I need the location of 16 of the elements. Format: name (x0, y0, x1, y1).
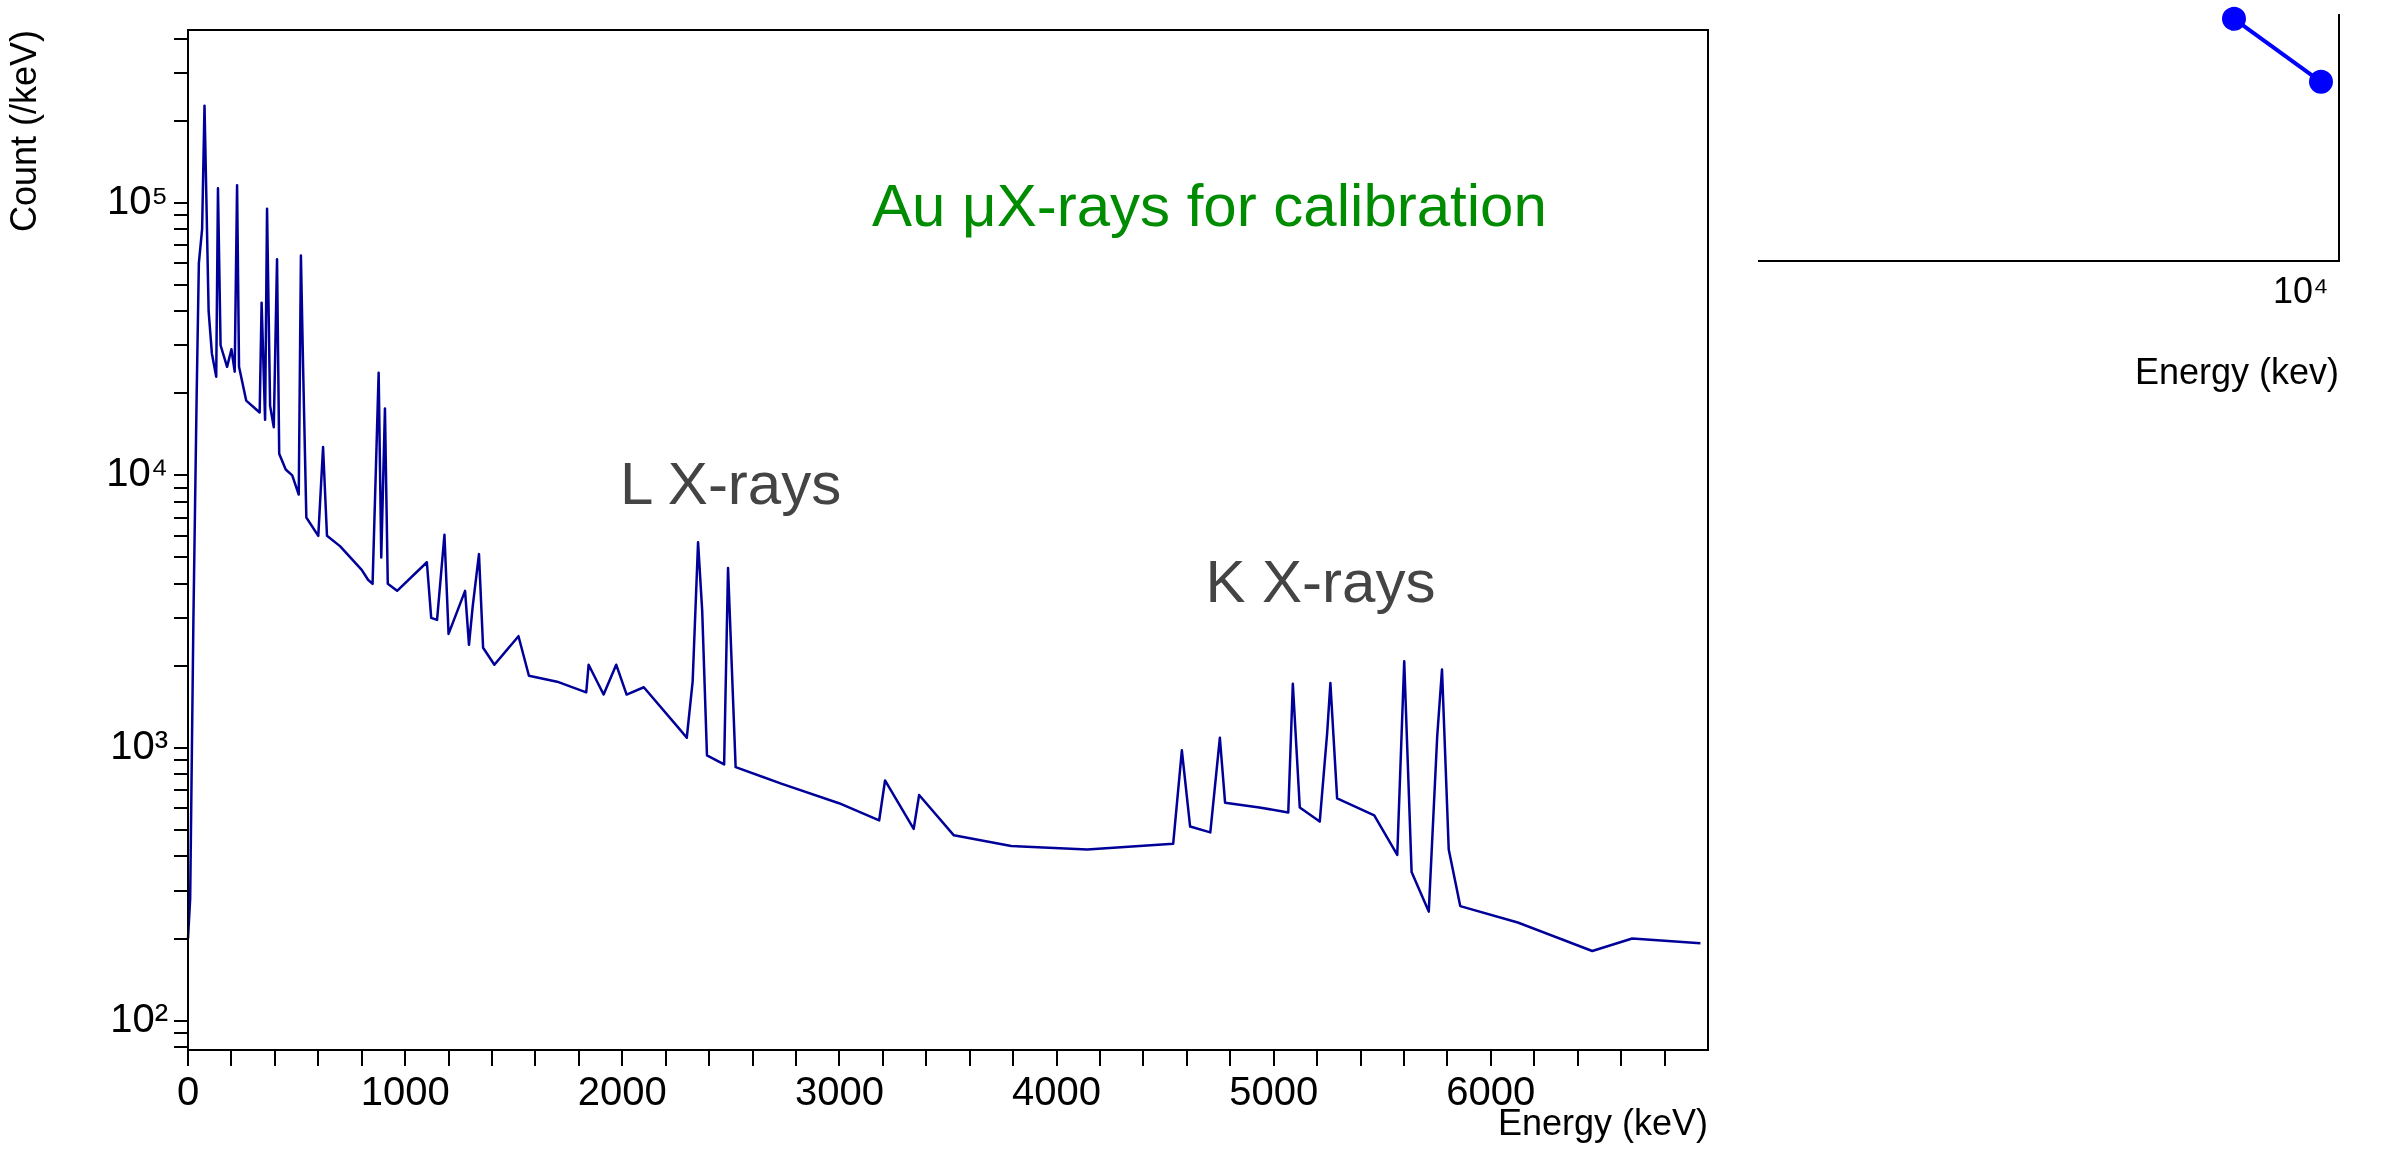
text: 10⁴ (2272, 270, 2329, 312)
y-tick-label: 10⁵ (106, 177, 168, 222)
x-tick-label: 1000 (360, 1069, 450, 1114)
x-tick-label: 2000 (577, 1069, 667, 1114)
y-tick-label: 10² (110, 995, 168, 1040)
annotation: L X-rays (620, 449, 842, 517)
x-tick-label: 0 (176, 1069, 200, 1114)
x-tick-label: 5000 (1229, 1069, 1319, 1114)
y-tick-label: 10³ (110, 722, 168, 767)
annotation: K X-rays (1205, 548, 1436, 616)
annotation: Au μX-rays for calibration (872, 172, 1547, 240)
x-axis-title: Energy (kev) (2134, 351, 2339, 393)
y-axis-title: Count (/keV) (2, 30, 44, 233)
y-tick-label: 10⁴ (106, 450, 168, 495)
x-tick-label: 4000 (1012, 1069, 1102, 1114)
x-tick-label: 3000 (794, 1069, 884, 1114)
